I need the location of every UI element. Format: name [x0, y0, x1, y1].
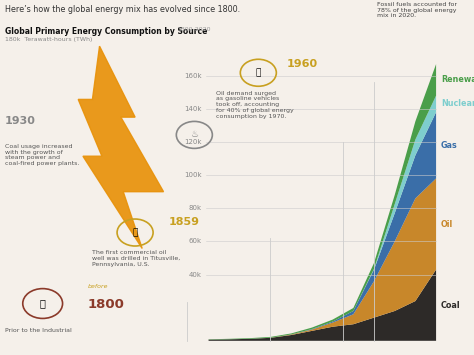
Text: 🚗: 🚗: [255, 68, 261, 77]
Text: ♨: ♨: [190, 130, 199, 140]
Text: 180k  Terawatt-hours (TWh): 180k Terawatt-hours (TWh): [5, 37, 92, 42]
Polygon shape: [209, 95, 436, 340]
Text: 🌾: 🌾: [132, 228, 138, 237]
Text: 60k: 60k: [188, 239, 201, 244]
Text: Oil demand surged
as gasoline vehicles
took off, accounting
for 40% of global en: Oil demand surged as gasoline vehicles t…: [216, 91, 293, 119]
Polygon shape: [209, 179, 436, 340]
Polygon shape: [209, 64, 436, 340]
Polygon shape: [209, 112, 436, 340]
Text: Nuclear: Nuclear: [441, 99, 474, 108]
Text: Gas: Gas: [441, 141, 457, 150]
Text: 1800-2020: 1800-2020: [178, 27, 211, 32]
Text: Fossil fuels accounted for
78% of the global energy
mix in 2020.: Fossil fuels accounted for 78% of the gl…: [377, 2, 457, 18]
Text: 80k: 80k: [188, 205, 201, 211]
Text: 120k: 120k: [184, 139, 201, 145]
Text: Coal usage increased
with the growth of
steam power and
coal-fired power plants.: Coal usage increased with the growth of …: [5, 144, 79, 166]
Text: 1800: 1800: [88, 297, 125, 311]
Text: 1930: 1930: [5, 116, 36, 126]
Text: 160k: 160k: [184, 73, 201, 79]
Polygon shape: [209, 269, 436, 341]
Text: 1859: 1859: [168, 217, 199, 227]
Text: 100k: 100k: [184, 172, 201, 178]
Text: Global Primary Energy Consumption by Source: Global Primary Energy Consumption by Sou…: [5, 27, 207, 36]
Text: Prior to the Industrial: Prior to the Industrial: [5, 328, 72, 333]
Text: Oil: Oil: [441, 219, 453, 229]
Text: Here’s how the global energy mix has evolved since 1800.: Here’s how the global energy mix has evo…: [5, 5, 240, 14]
Text: 🔥: 🔥: [40, 299, 46, 308]
Text: 140k: 140k: [184, 106, 201, 112]
Text: Renewables: Renewables: [441, 75, 474, 84]
Polygon shape: [78, 46, 164, 248]
Text: 1960: 1960: [287, 59, 318, 69]
Text: 40k: 40k: [189, 272, 201, 278]
Text: The first commercial oil
well was drilled in Titusville,
Pennsylvania, U.S.: The first commercial oil well was drille…: [92, 250, 181, 267]
Text: before: before: [88, 284, 108, 289]
Text: Coal: Coal: [441, 301, 460, 310]
